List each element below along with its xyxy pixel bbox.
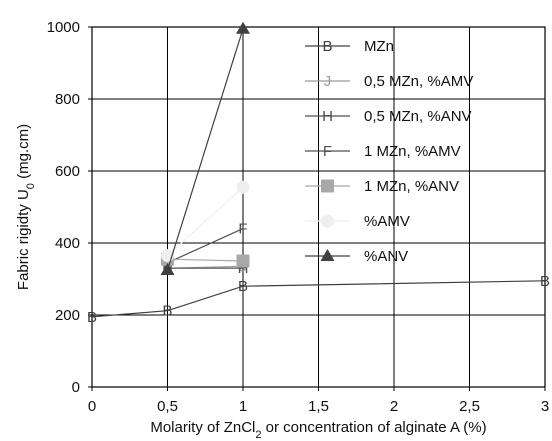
series-line [91,280,546,318]
legend-label: 1 MZn, %AMV [364,143,461,160]
series-7 [160,21,250,275]
x-tick-label: 1 [239,398,247,415]
x-tick-label: 0,5 [157,398,178,415]
legend: B MZn J 0,5 MZn, %AMV H 0,5 MZn, %ANV F 1 MZn, … [305,38,473,265]
legend-label: 0,5 MZn, %AMV [364,73,473,90]
legend-label: MZn [364,38,394,55]
series-3: HH [162,260,248,277]
data-point [236,180,250,194]
legend-item: B MZn [305,38,394,55]
data-point [236,21,250,34]
x-tick-label: 2 [390,398,398,415]
series-line [167,228,244,264]
data-point: B [540,273,550,290]
data-point: B [238,278,248,295]
legend-label: %AMV [364,213,410,230]
grid-lines [92,27,545,387]
legend-item: H 0,5 MZn, %ANV [305,108,472,125]
legend-item: J 0,5 MZn, %AMV [305,73,473,90]
legend-marker: J [324,73,332,90]
data-point: B [87,309,97,326]
legend-item: %AMV [305,213,410,230]
legend-marker: F [323,143,332,160]
y-tick-label: 0 [72,379,80,396]
series-1: B B B B [87,273,550,326]
y-axis-title: Fabric rigidty U0 (mg.cm) [15,124,37,290]
legend-label: 0,5 MZn, %ANV [364,108,472,125]
y-tick-label: 800 [55,91,80,108]
legend-label: %ANV [364,248,408,265]
series-line [167,186,244,257]
data-point: B [162,303,172,320]
legend-marker [321,214,334,228]
data-point: H [238,260,249,277]
legend-marker [321,179,334,193]
legend-marker: B [322,38,332,55]
y-tick-label: 400 [55,235,80,252]
y-tick-label: 1000 [47,19,80,36]
x-tick-label: 2,5 [459,398,480,415]
y-tick-label: 200 [55,307,80,324]
series-4: FF [163,221,248,272]
legend-label: 1 MZn, %ANV [364,178,459,195]
data-point [160,263,175,275]
data-point [236,254,250,268]
axis-ticks: 0 200 400 600 800 1000 0 0,5 1 1,5 2 2,5 3 [47,19,550,415]
legend-item: %ANV [305,248,408,265]
y-tick-label: 600 [55,163,80,180]
x-tick-label: 1,5 [308,398,329,415]
series-6 [161,180,250,263]
x-tick-label: 3 [541,398,549,415]
series-layer: BBBBJJHHFF [87,21,550,326]
legend-marker [320,249,335,261]
x-axis-title: Molarity of ZnCl2 or concentration of al… [150,419,486,441]
legend-item: F 1 MZn, %AMV [305,143,461,160]
data-point: F [238,221,247,238]
legend-marker: H [322,108,333,125]
x-tick-label: 0 [88,398,96,415]
series-line [167,258,244,262]
series-line [166,28,244,271]
legend-item: 1 MZn, %ANV [305,178,459,195]
